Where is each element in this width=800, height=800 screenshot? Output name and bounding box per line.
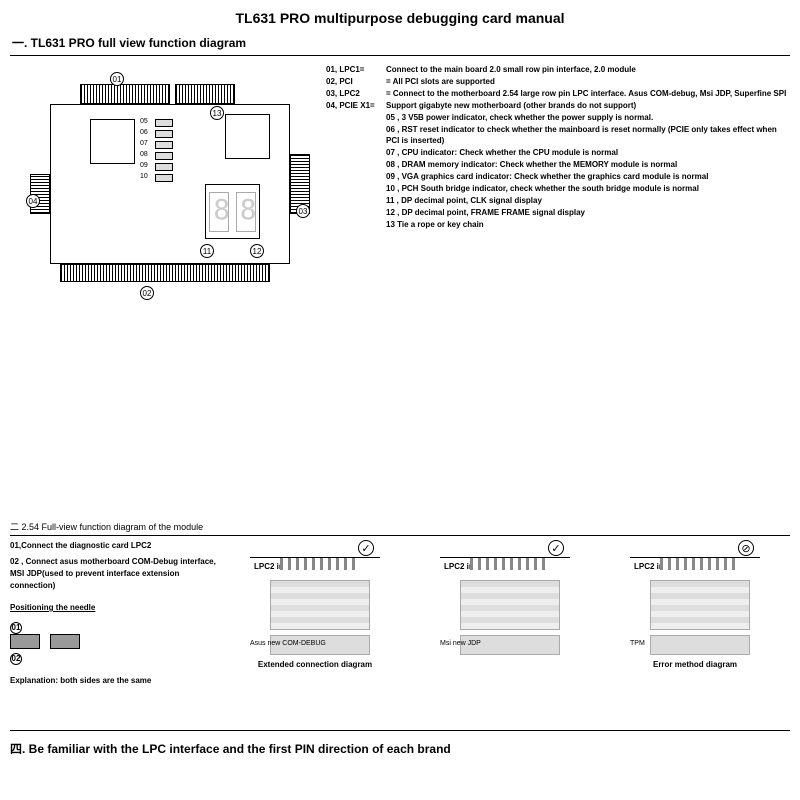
section2-left: 01,Connect the diagnostic card LPC2 02 ,… xyxy=(10,540,220,687)
lpc1-connector xyxy=(80,84,170,104)
callout-11: 11 xyxy=(200,244,214,258)
s2-text-4: Explanation: both sides are the same xyxy=(10,675,220,687)
module-body xyxy=(270,580,370,630)
section2-modules: ✓LPC2 interfaceAsus new COM-DEBUGExtende… xyxy=(220,540,790,687)
needle-block-1 xyxy=(10,634,40,649)
module-bottom-label: TPM xyxy=(630,640,645,647)
legend-row: 01, LPC1=Connect to the main board 2.0 s… xyxy=(326,64,790,75)
mark-icon: ⊘ xyxy=(738,540,754,556)
led-05: 05 xyxy=(155,119,173,127)
module-body xyxy=(650,580,750,630)
legend-row: 11 , DP decimal point, CLK signal displa… xyxy=(326,195,790,206)
pcie-connector xyxy=(175,84,235,104)
module-bottom-label: Msi new JDP xyxy=(440,640,481,647)
needle-02-label: 02 xyxy=(10,653,22,665)
mark-icon: ✓ xyxy=(358,540,374,556)
needle-blocks: 01 02 xyxy=(10,622,220,665)
led-09: 09 xyxy=(155,163,173,171)
led-10: 10 xyxy=(155,174,173,182)
led-column: 05 06 07 08 09 10 xyxy=(155,119,173,185)
section2: 二 2.54 Full-view function diagram of the… xyxy=(10,520,790,687)
s2-text-1: 01,Connect the diagnostic card LPC2 xyxy=(10,540,220,552)
legend-row: 09 , VGA graphics card indicator: Check … xyxy=(326,171,790,182)
callout-02: 02 xyxy=(140,286,154,300)
legend-row: 13 Tie a rope or key chain xyxy=(326,219,790,230)
legend-row: 04, PCIE X1=Support gigabyte new motherb… xyxy=(326,100,790,111)
module-pins xyxy=(470,558,550,570)
legend-row: 06 , RST reset indicator to check whethe… xyxy=(326,124,790,146)
s2-text-2: 02 , Connect asus motherboard COM-Debug … xyxy=(10,556,220,592)
callout-12: 12 xyxy=(250,244,264,258)
legend-row: 07 , CPU indicator: Check whether the CP… xyxy=(326,147,790,158)
module-caption: Error method diagram xyxy=(630,660,760,669)
callout-13: 13 xyxy=(210,106,224,120)
callout-03: 03 xyxy=(296,204,310,218)
legend-row: 03, LPC2= Connect to the motherboard 2.5… xyxy=(326,88,790,99)
pcb-diagram: 05 06 07 08 09 10 04 03 01 13 11 12 02 xyxy=(10,64,320,294)
module-pins xyxy=(660,558,740,570)
chip-2 xyxy=(225,114,270,159)
module-diagram: ✓LPC2 interfaceMsi new JDP xyxy=(440,540,570,680)
digit-1 xyxy=(209,192,229,232)
mark-icon: ✓ xyxy=(548,540,564,556)
digit-2 xyxy=(236,192,256,232)
module-bottom-label: Asus new COM-DEBUG xyxy=(250,640,326,647)
module-diagram: ✓LPC2 interfaceAsus new COM-DEBUGExtende… xyxy=(250,540,380,680)
module-caption: Extended connection diagram xyxy=(250,660,380,669)
pci-connector xyxy=(60,264,270,282)
section1-heading: 一. TL631 PRO full view function diagram xyxy=(0,32,800,53)
module-pins xyxy=(280,558,360,570)
module-diagram: ⊘LPC2 interfaceTPMError method diagram xyxy=(630,540,760,680)
section1-rule xyxy=(10,55,790,56)
callout-01: 01 xyxy=(110,72,124,86)
seven-segment-display xyxy=(205,184,260,239)
section4-heading: 四. Be familiar with the LPC interface an… xyxy=(10,740,451,757)
module-body xyxy=(460,580,560,630)
legend-row: 10 , PCH South bridge indicator, check w… xyxy=(326,183,790,194)
chip-1 xyxy=(90,119,135,164)
s2-text-3: Positioning the needle xyxy=(10,602,220,614)
led-07: 07 xyxy=(155,141,173,149)
legend-row: 02, PCI= All PCI slots are supported xyxy=(326,76,790,87)
callout-04: 04 xyxy=(26,194,40,208)
section2-heading: 二 2.54 Full-view function diagram of the… xyxy=(10,520,790,536)
led-08: 08 xyxy=(155,152,173,160)
section1-body: 05 06 07 08 09 10 04 03 01 13 11 12 02 0… xyxy=(0,64,800,294)
section4-rule xyxy=(10,730,790,731)
legend-row: 08 , DRAM memory indicator: Check whethe… xyxy=(326,159,790,170)
doc-title: TL631 PRO multipurpose debugging card ma… xyxy=(0,0,800,32)
legend-row: 12 , DP decimal point, FRAME FRAME signa… xyxy=(326,207,790,218)
module-body2 xyxy=(650,635,750,655)
needle-01-label: 01 xyxy=(10,622,22,634)
legend-row: 05 , 3 V5B power indicator, check whethe… xyxy=(326,112,790,123)
led-06: 06 xyxy=(155,130,173,138)
legend-list: 01, LPC1=Connect to the main board 2.0 s… xyxy=(320,64,790,294)
needle-block-2 xyxy=(50,634,80,649)
